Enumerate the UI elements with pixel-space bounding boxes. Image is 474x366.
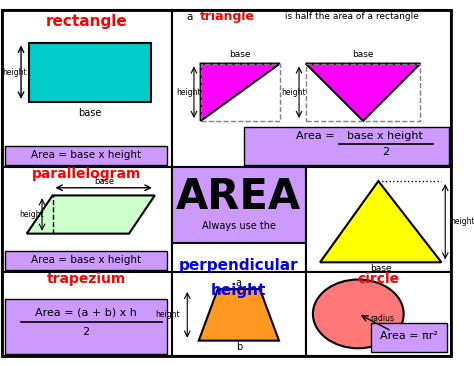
- Text: height: height: [176, 88, 201, 97]
- Polygon shape: [306, 64, 420, 121]
- Text: base: base: [352, 51, 374, 59]
- Text: perpendicular: perpendicular: [179, 258, 299, 273]
- Text: radius: radius: [370, 314, 394, 323]
- Text: base: base: [371, 265, 392, 273]
- Polygon shape: [320, 181, 441, 262]
- Polygon shape: [306, 167, 451, 272]
- Polygon shape: [199, 289, 279, 341]
- Ellipse shape: [313, 280, 404, 348]
- Text: height: height: [2, 68, 27, 76]
- Text: height: height: [281, 88, 306, 97]
- Text: 2: 2: [383, 147, 390, 157]
- Text: trapezium: trapezium: [47, 273, 127, 287]
- Text: AREA: AREA: [176, 176, 301, 219]
- Text: height: height: [211, 283, 266, 298]
- Text: base: base: [78, 108, 101, 118]
- Text: circle: circle: [357, 273, 400, 287]
- Text: b: b: [236, 342, 242, 352]
- Text: height: height: [450, 217, 474, 226]
- Polygon shape: [5, 299, 167, 354]
- Text: Area = base x height: Area = base x height: [31, 150, 141, 160]
- Polygon shape: [2, 272, 172, 356]
- Polygon shape: [5, 146, 167, 165]
- Polygon shape: [201, 64, 280, 121]
- Text: base x height: base x height: [347, 131, 423, 141]
- Text: a: a: [187, 12, 197, 22]
- Polygon shape: [371, 324, 447, 352]
- Text: base: base: [229, 51, 251, 59]
- Polygon shape: [172, 10, 451, 167]
- Text: height: height: [19, 210, 44, 219]
- Bar: [306, 64, 420, 121]
- Polygon shape: [28, 42, 151, 102]
- Polygon shape: [2, 10, 172, 167]
- Text: Always use the: Always use the: [202, 221, 276, 231]
- Text: triangle: triangle: [200, 10, 255, 23]
- Text: Area = πr²: Area = πr²: [380, 331, 438, 341]
- Polygon shape: [172, 272, 306, 356]
- Text: height: height: [155, 310, 180, 320]
- Text: rectangle: rectangle: [46, 14, 128, 29]
- Polygon shape: [172, 167, 306, 243]
- Polygon shape: [2, 167, 172, 272]
- Text: Area = base x height: Area = base x height: [31, 255, 141, 265]
- Text: Area =: Area =: [296, 131, 338, 141]
- Text: a: a: [236, 278, 242, 288]
- Text: 2: 2: [82, 327, 90, 337]
- Text: parallelogram: parallelogram: [32, 167, 142, 182]
- Text: Area = (a + b) x h: Area = (a + b) x h: [35, 308, 137, 318]
- Polygon shape: [244, 127, 449, 165]
- Polygon shape: [306, 272, 451, 356]
- Bar: [201, 64, 280, 121]
- Text: is half the area of a rectangle: is half the area of a rectangle: [282, 12, 419, 21]
- Polygon shape: [27, 195, 155, 234]
- Text: base: base: [94, 176, 114, 186]
- Polygon shape: [172, 243, 306, 329]
- Polygon shape: [5, 251, 167, 270]
